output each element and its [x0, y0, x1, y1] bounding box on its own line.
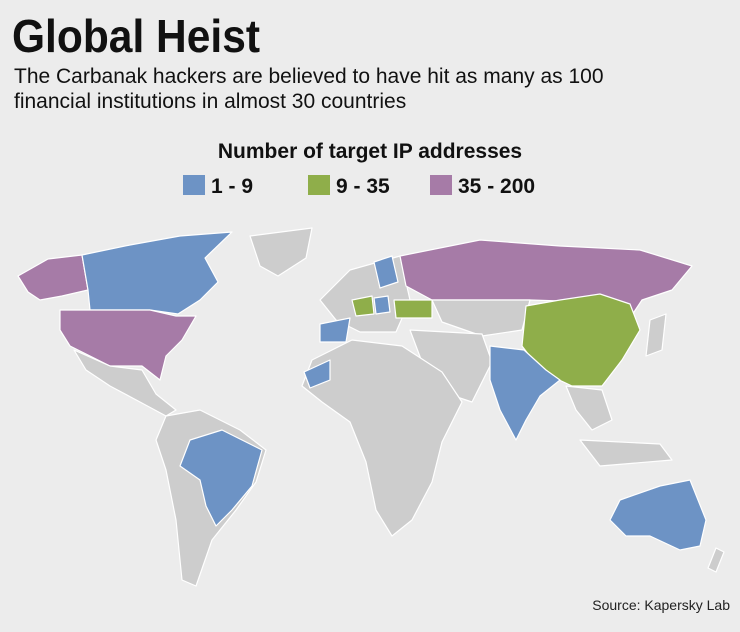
country [489, 345, 561, 441]
legend-title: Number of target IP addresses [218, 140, 522, 163]
world-map [17, 227, 725, 587]
subtitle: The Carbanak hackers are believed to hav… [14, 65, 604, 88]
legend-swatch [430, 175, 452, 195]
country [351, 295, 375, 317]
country [319, 255, 411, 333]
title: Global Heist [12, 10, 260, 62]
country [393, 299, 433, 319]
legend-swatch [183, 175, 205, 195]
country [565, 385, 613, 431]
legend: 1 - 9 9 - 35 35 - 200 [183, 175, 535, 198]
country [303, 359, 331, 389]
legend-label: 35 - 200 [458, 175, 535, 198]
country [17, 254, 89, 301]
country [319, 317, 351, 343]
country [301, 339, 463, 537]
country [645, 313, 667, 357]
country [73, 349, 177, 417]
country [609, 479, 707, 551]
country [179, 429, 263, 527]
country [431, 299, 531, 337]
legend-label: 1 - 9 [211, 175, 253, 198]
source: Source: Kapersky Lab [592, 597, 730, 613]
country [373, 255, 399, 289]
country [579, 439, 673, 467]
country [707, 547, 725, 573]
country [81, 231, 233, 315]
country [373, 295, 391, 315]
country [249, 227, 313, 277]
subtitle: financial institutions in almost 30 coun… [14, 90, 406, 113]
legend-swatch [308, 175, 330, 195]
legend-label: 9 - 35 [336, 175, 390, 198]
country [59, 309, 197, 381]
